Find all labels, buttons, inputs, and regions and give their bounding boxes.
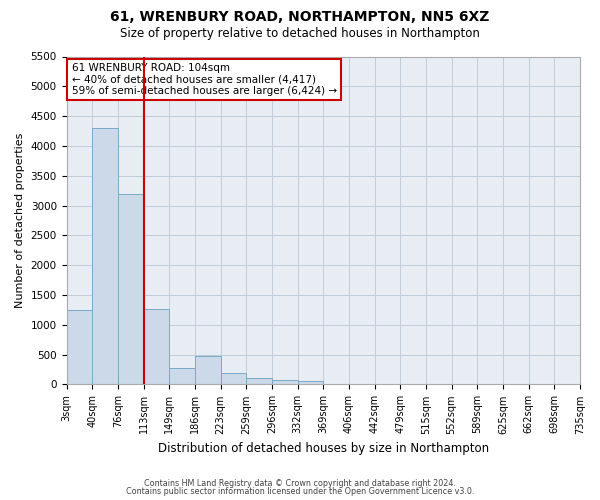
Bar [143,308,169,384]
Text: Contains public sector information licensed under the Open Government Licence v3: Contains public sector information licen… [126,487,474,496]
Text: Contains HM Land Registry data © Crown copyright and database right 2024.: Contains HM Land Registry data © Crown c… [144,478,456,488]
Bar [298,382,323,384]
Y-axis label: Number of detached properties: Number of detached properties [15,133,25,308]
Text: 61, WRENBURY ROAD, NORTHAMPTON, NN5 6XZ: 61, WRENBURY ROAD, NORTHAMPTON, NN5 6XZ [110,10,490,24]
Bar [272,380,298,384]
Text: 61 WRENBURY ROAD: 104sqm
← 40% of detached houses are smaller (4,417)
59% of sem: 61 WRENBURY ROAD: 104sqm ← 40% of detach… [71,63,337,96]
Bar [195,356,221,384]
Text: Size of property relative to detached houses in Northampton: Size of property relative to detached ho… [120,28,480,40]
X-axis label: Distribution of detached houses by size in Northampton: Distribution of detached houses by size … [158,442,489,455]
Bar [67,310,92,384]
Bar [246,378,272,384]
Bar [169,368,195,384]
Bar [92,128,118,384]
Bar [221,372,246,384]
Bar [118,194,143,384]
